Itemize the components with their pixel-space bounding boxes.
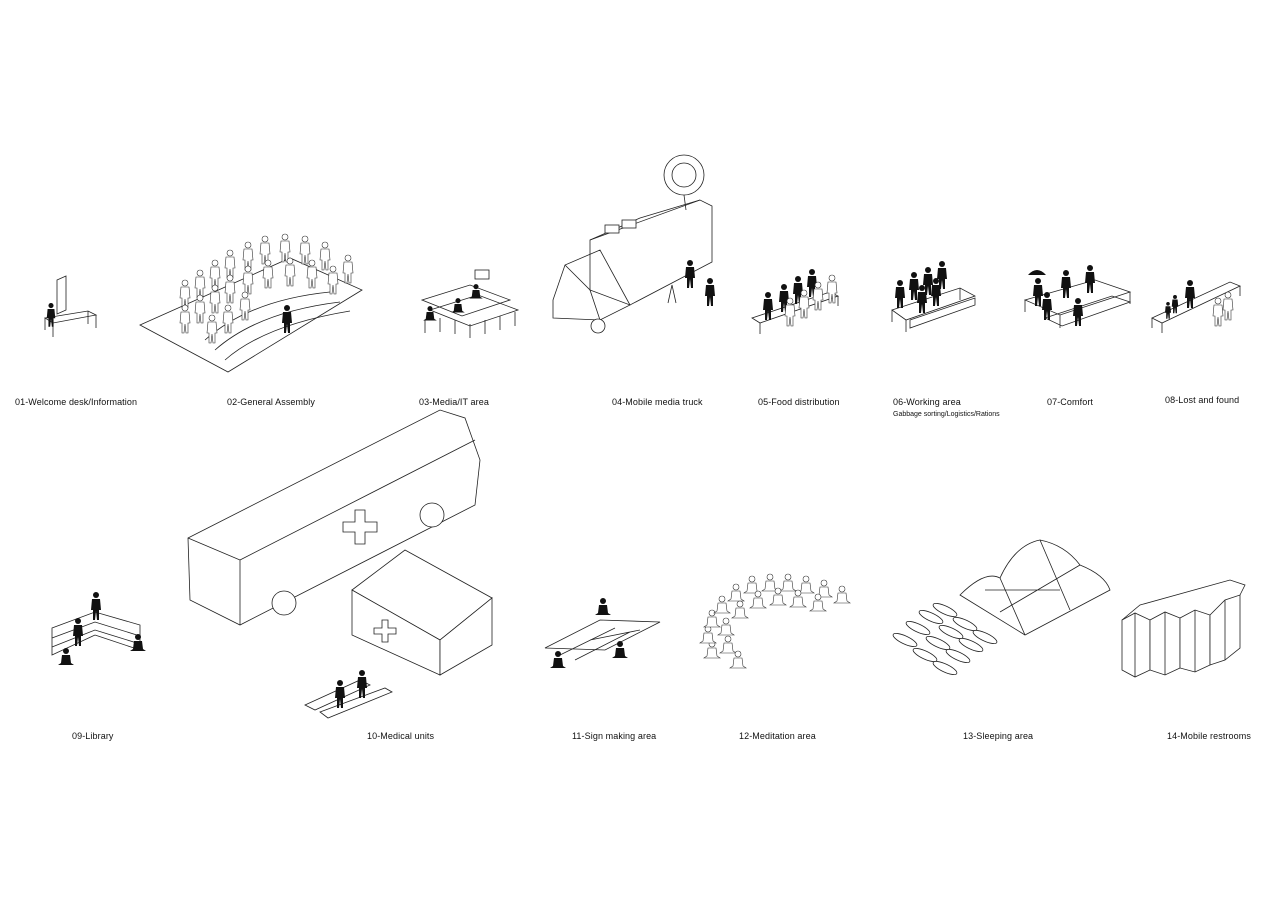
library-illustration xyxy=(51,592,146,665)
label-media-truck: 04-Mobile media truck xyxy=(612,397,703,407)
sign-making-illustration xyxy=(544,598,661,668)
label-meditation: 12-Meditation area xyxy=(739,731,816,741)
label-comfort: 07-Comfort xyxy=(1047,397,1094,407)
label-restrooms: 14-Mobile restrooms xyxy=(1167,731,1251,741)
label-lost-found: 08-Lost and found xyxy=(1165,395,1240,405)
media-it-illustration xyxy=(420,269,520,338)
label-medical-units: 10-Medical units xyxy=(367,731,435,741)
bus-illustration xyxy=(187,409,481,626)
medical-units-illustration xyxy=(304,549,493,719)
label-library: 09-Library xyxy=(72,731,114,741)
food-distribution-illustration xyxy=(751,269,840,334)
label-media-it: 03-Media/IT area xyxy=(419,397,489,407)
label-welcome-desk: 01-Welcome desk/Information xyxy=(15,397,138,407)
label-sign-making: 11-Sign making area xyxy=(572,731,657,741)
welcome-desk-illustration xyxy=(43,275,98,337)
label-sleeping-area: 13-Sleeping area xyxy=(963,731,1034,741)
label-working-area: 06-Working area xyxy=(893,397,961,407)
working-area-illustration xyxy=(891,261,976,332)
media-truck-illustration xyxy=(552,154,715,334)
meditation-illustration xyxy=(699,573,851,669)
general-assembly-illustration xyxy=(139,233,363,373)
comfort-illustration xyxy=(1023,265,1132,328)
label-food-distribution: 05-Food distribution xyxy=(758,397,840,407)
restrooms-illustration xyxy=(1121,579,1246,678)
sleeping-area-illustration xyxy=(892,539,1111,675)
lost-found-illustration xyxy=(1151,280,1241,333)
label-general-assembly: 02-General Assembly xyxy=(227,397,315,407)
sublabel-working-area: Gabbage sorting/Logistics/Rations xyxy=(893,411,1000,418)
